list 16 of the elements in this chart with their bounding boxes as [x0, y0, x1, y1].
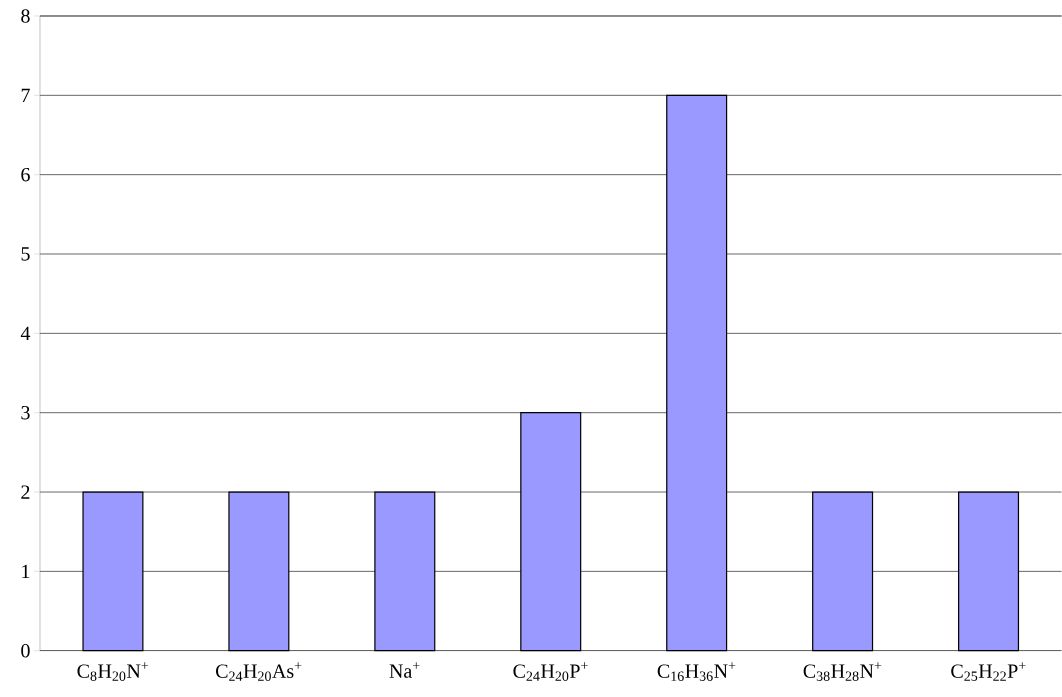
x-tick-label: C$_{24}$H$_{20}$P$^{+}$: [513, 662, 588, 682]
y-tick-label: 5: [21, 247, 30, 261]
y-tick-label: 0: [21, 644, 30, 658]
y-tick-label: 6: [21, 168, 30, 182]
y-tick-label: 3: [21, 406, 30, 420]
x-tick-label: C$_{25}$H$_{22}$P$^{+}$: [951, 662, 1026, 682]
y-tick-label: 2: [21, 485, 30, 499]
y-tick-label: 7: [21, 88, 30, 103]
x-tick-label: C$_{16}$H$_{36}$N$^{+}$: [657, 662, 736, 682]
x-tick-label: C$_{38}$H$_{28}$N$^{+}$: [803, 662, 882, 682]
x-tick-label: C$_{8}$H$_{20}$N$^{+}$: [77, 662, 149, 682]
x-tick-label: C$_{24}$H$_{20}$As$^{+}$: [216, 662, 302, 682]
x-tick-label: Na$^{+}$: [389, 662, 420, 679]
y-tick-label: 4: [20, 326, 31, 341]
y-tick-label: 8: [21, 9, 30, 23]
y-tick-label: 1: [22, 564, 30, 579]
